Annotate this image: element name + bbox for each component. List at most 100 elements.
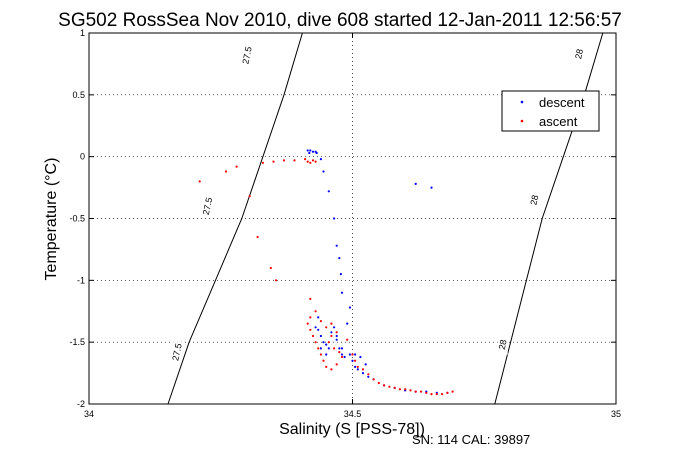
axis-ticks: 34 34.5 35 -2 -1.5 -1 -0.5 0 0.5 1 [69, 28, 621, 419]
ascent-point [340, 355, 344, 359]
y-tick-label: 0 [80, 152, 85, 162]
ascent-point [198, 180, 201, 183]
ascent-point [311, 334, 315, 338]
contour-label: 27.5 [201, 197, 214, 216]
contour-label: 28 [528, 194, 540, 206]
contour-label-bg [172, 342, 183, 363]
descent-point [311, 150, 315, 153]
descent-point [338, 257, 341, 260]
descent-point [315, 151, 318, 155]
descent-point [430, 186, 433, 189]
contour-label: 28 [497, 339, 509, 351]
ascent-point [430, 393, 433, 396]
ascent-point [361, 368, 365, 371]
descent-point [319, 158, 322, 161]
descent-point [364, 363, 367, 366]
descent-point [317, 328, 320, 331]
x-tick-label: 35 [611, 409, 621, 419]
y-tick-label: -1 [77, 275, 85, 285]
ascent-point [319, 320, 322, 323]
ascent-point [322, 359, 325, 362]
descent-point [317, 316, 320, 319]
ascent-point [451, 390, 454, 393]
y-tick-label: 1 [80, 28, 85, 38]
plot-frame [88, 32, 617, 405]
descent-point [361, 372, 365, 375]
ascent-point [367, 373, 370, 376]
ascent-point [372, 378, 375, 381]
legend-marker-descent [520, 100, 524, 104]
descent-point [348, 306, 351, 309]
ascent-point [335, 331, 338, 334]
ascent-point [409, 389, 412, 392]
ascent-point [435, 393, 438, 396]
ascent-point [314, 310, 317, 313]
descent-point [335, 244, 338, 247]
ascent-point [419, 390, 423, 393]
descent-point [327, 347, 330, 350]
descent-point [348, 353, 351, 356]
descent-point [333, 326, 336, 329]
contour-label-bg [574, 44, 585, 65]
ascent-point [354, 359, 357, 362]
descent-point [308, 151, 311, 155]
descent-point [346, 322, 349, 325]
descent-point [306, 149, 309, 152]
legend-label-ascent: ascent [539, 114, 578, 129]
ascent-point [330, 368, 333, 371]
contour-label-bg [529, 189, 540, 210]
ascent-point [309, 297, 312, 300]
descent-point [340, 353, 344, 356]
ascent-point [398, 388, 401, 391]
ascent-point [314, 160, 317, 163]
ascent-point [356, 365, 359, 368]
ascent-point [314, 341, 317, 344]
descent-point [359, 355, 362, 359]
legend-box [501, 90, 600, 132]
ascent-point [261, 161, 264, 164]
legend: descent ascent [501, 90, 600, 132]
ascent-point [446, 391, 449, 394]
descent-point [319, 334, 322, 338]
descent-point [338, 347, 341, 350]
descent-point [322, 341, 325, 344]
ascent-point [441, 393, 444, 396]
ascent-point [333, 347, 336, 350]
ascent-point [330, 334, 333, 338]
descent-point [314, 326, 317, 329]
ascent-point [330, 322, 333, 325]
contour-label: 28 [573, 48, 585, 60]
ascent-point [383, 384, 386, 387]
ascent-point [311, 159, 315, 162]
contour-label: 27.5 [170, 342, 183, 361]
ascent-point [306, 160, 309, 163]
ascent-point [414, 390, 417, 393]
descent-point [343, 355, 346, 359]
ascent-point [377, 381, 380, 385]
descent-point [356, 368, 359, 371]
ascent-point [235, 165, 238, 168]
ascent-point [309, 328, 312, 331]
y-tick-label: 0.5 [72, 90, 85, 100]
ascent-point [256, 235, 259, 239]
y-axis-label: Temperature (°C) [43, 158, 60, 281]
ascent-point [319, 353, 322, 356]
contour-label: 27.5 [240, 46, 253, 65]
ascent-point [282, 159, 286, 162]
descent-point [333, 217, 336, 220]
ascent-point [309, 316, 312, 319]
descent-point [340, 347, 344, 350]
ascent-point [425, 391, 428, 394]
descent-point [335, 338, 338, 341]
x-axis-label: Salinity (S [PSS-78]) [279, 421, 425, 438]
ascent-point [224, 170, 228, 173]
y-tick-label: -1.5 [69, 337, 85, 347]
x-tick-label: 34 [84, 409, 94, 419]
descent-point [354, 365, 357, 368]
ascent-point [327, 341, 330, 344]
ascent-point [272, 160, 275, 163]
descent-point [340, 291, 344, 294]
ascent-point [304, 158, 307, 161]
serial-cal-note: SN: 114 CAL: 39897 [412, 432, 530, 447]
